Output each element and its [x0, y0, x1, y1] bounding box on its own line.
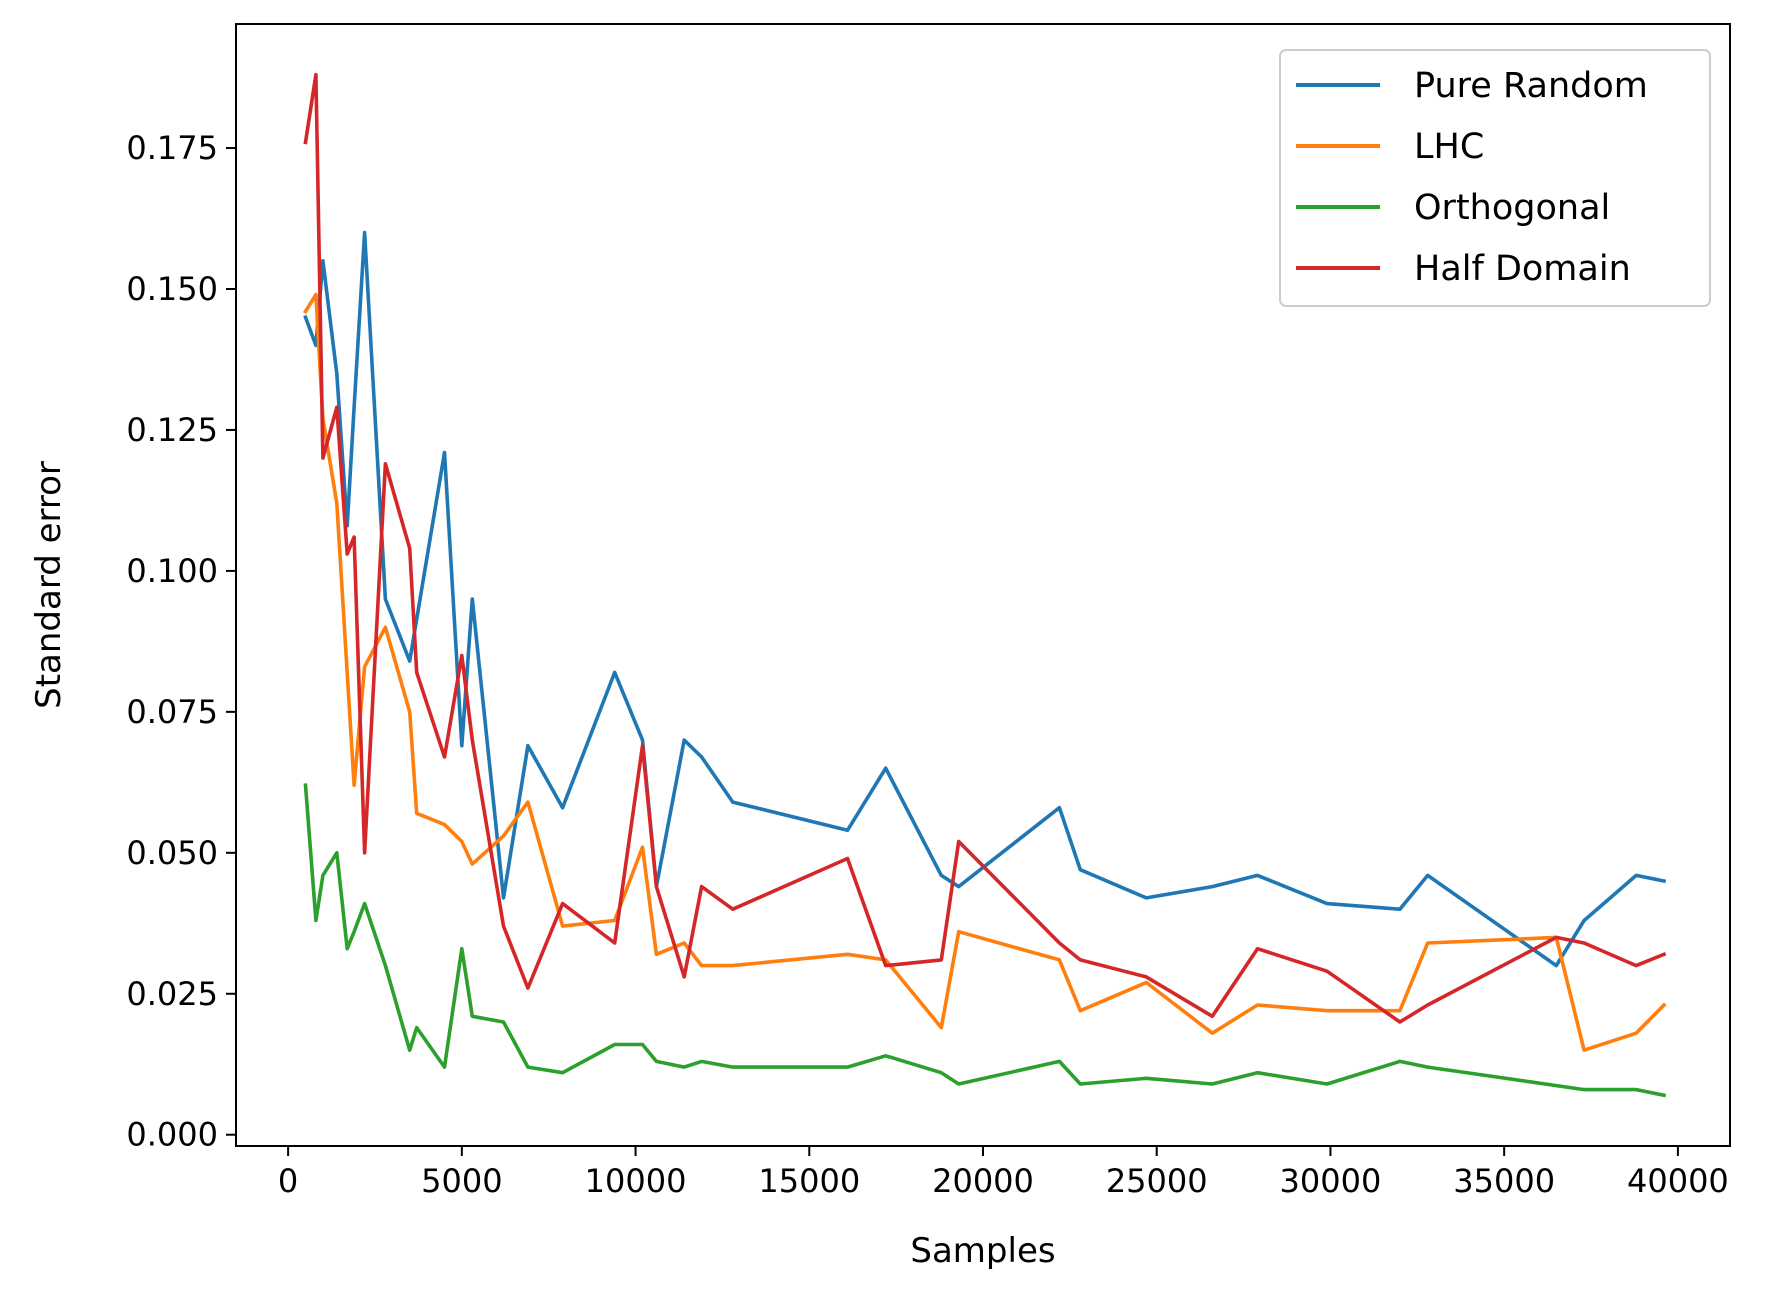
x-tick-label: 30000 [1280, 1162, 1382, 1200]
series-line-orthogonal [303, 783, 1667, 1098]
x-axis-label: Samples [910, 1231, 1055, 1271]
y-tick-label: 0.150 [126, 270, 218, 308]
legend-label: LHC [1414, 127, 1484, 167]
x-tick-label: 10000 [585, 1162, 687, 1200]
axes: 0 5000 10000 15000 20000 25000 30000 35000 40000… [126, 23, 1731, 1200]
y-tick-label: 0.000 [126, 1116, 218, 1154]
x-tick-label: 0 [278, 1162, 298, 1200]
y-tick-label: 0.075 [126, 693, 218, 731]
legend-label: Orthogonal [1414, 188, 1610, 228]
y-tick-label: 0.175 [126, 129, 218, 167]
plot-area [303, 72, 1667, 1098]
legend-label: Half Domain [1414, 249, 1631, 289]
y-axis-label: Standard error [29, 461, 69, 709]
y-tick-label: 0.125 [126, 411, 218, 449]
y-tick-label: 0.050 [126, 834, 218, 872]
x-tick-label: 5000 [421, 1162, 502, 1200]
series-line-lhc [303, 292, 1667, 1052]
series-line-pure-random [303, 230, 1667, 968]
series-line-half-domain [303, 72, 1667, 1024]
x-tick-label: 20000 [932, 1162, 1034, 1200]
x-tick-label: 40000 [1627, 1162, 1729, 1200]
y-tick-label: 0.100 [126, 552, 218, 590]
legend-label: Pure Random [1414, 66, 1648, 106]
x-tick-label: 25000 [1106, 1162, 1208, 1200]
legend-box [1279, 49, 1711, 307]
legend: Pure Random LHC Orthogonal Half Domain [1279, 49, 1711, 307]
x-tick-label: 15000 [758, 1162, 860, 1200]
x-tick-label: 35000 [1453, 1162, 1555, 1200]
y-tick-label: 0.025 [126, 975, 218, 1013]
